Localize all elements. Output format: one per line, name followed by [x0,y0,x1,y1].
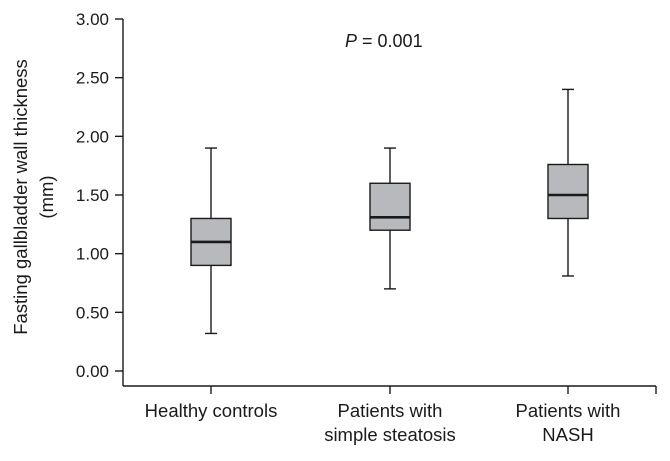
y-axis: 0.00 0.50 1.00 1.50 2.00 2.50 3.00 [76,10,124,386]
y-tick-label: 0.00 [76,362,109,381]
box-series [190,88,589,335]
y-axis-label-line: Fasting gallbladder wall thickness [10,59,31,335]
y-tick-label: 1.00 [76,245,109,264]
category-label: Patients with simple steatosis [324,400,456,445]
category-label-line: Patients with [338,400,443,421]
category-label: Healthy controls [145,400,278,421]
y-tick-label: 2.50 [76,69,109,88]
p-symbol: P [345,31,357,51]
box-group [547,88,589,277]
y-tick-label: 0.50 [76,303,109,322]
category-label-line: NASH [542,424,593,445]
category-label-line: Patients with [516,400,621,421]
y-tick-label: 3.00 [76,10,109,29]
y-axis-label-line: (mm) [36,175,57,218]
y-tick-label: 1.50 [76,186,109,205]
box-group [369,147,411,290]
p-value-annotation: P = 0.001 [345,31,423,51]
iqr-box [369,182,411,231]
category-label-line: simple steatosis [324,424,456,445]
y-tick-label: 2.00 [76,127,109,146]
y-axis-label: Fasting gallbladder wall thickness (mm) [10,59,57,335]
x-axis: Healthy controls Patients with simple stea… [123,385,657,445]
box-group [190,147,232,335]
p-value: = 0.001 [357,31,423,51]
category-label: Patients with NASH [516,400,621,445]
iqr-box [547,163,589,220]
category-label-line: Healthy controls [145,400,278,421]
